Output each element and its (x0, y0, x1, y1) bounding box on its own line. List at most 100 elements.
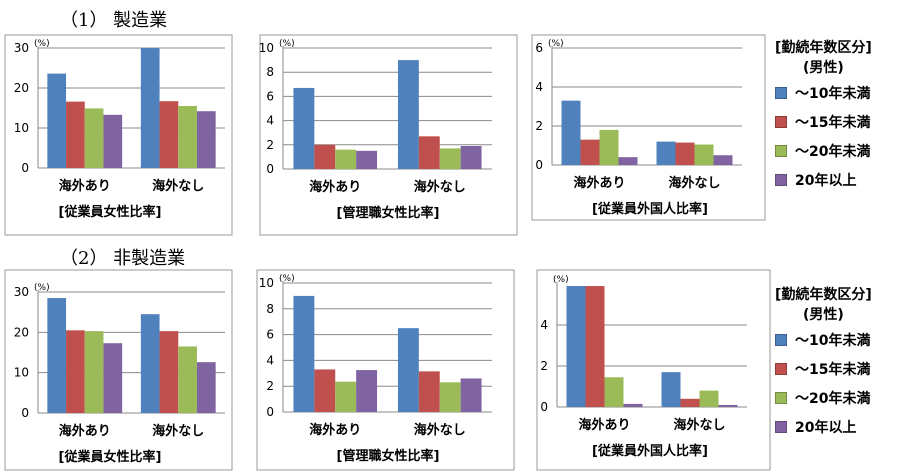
bar (103, 114, 123, 168)
bar (47, 298, 67, 413)
y-tick-label: 4 (535, 80, 543, 94)
bar (314, 144, 336, 169)
x-axis-label: [従業員外国人比率] (592, 201, 708, 217)
legend-label: ～10年未満 (795, 332, 871, 349)
legend-label: 20年以上 (795, 419, 857, 436)
bar (293, 295, 315, 412)
bar (713, 155, 733, 165)
bar (661, 372, 681, 407)
bar (604, 377, 624, 407)
legend-item: 20年以上 (775, 165, 872, 194)
y-tick-label: 0 (266, 405, 274, 419)
bar (314, 369, 336, 412)
y-tick-label: 6 (535, 41, 543, 55)
bar (599, 129, 619, 165)
bar (623, 403, 643, 407)
bar (140, 314, 160, 413)
bar (618, 157, 638, 165)
x-axis-label: [従業員女性比率] (59, 449, 162, 465)
bar (159, 101, 179, 168)
x-tick-label: 海外なし (152, 423, 204, 439)
legend-non-manufacturing: [勤続年数区分] (男性) ～10年未満 ～15年未満 ～20年未満 20年以上 (775, 285, 872, 441)
x-tick-label: 海外あり (59, 423, 111, 439)
x-tick-label: 海外あり (59, 178, 111, 194)
bar (418, 371, 440, 412)
bar (694, 144, 714, 165)
x-axis-label: [従業員外国人比率] (592, 443, 708, 459)
unit-label: (%) (279, 274, 295, 284)
y-tick-label: 0 (21, 161, 29, 175)
legend-item: 20年以上 (775, 412, 872, 441)
x-tick-label: 海外あり (578, 417, 630, 433)
bar (397, 328, 419, 412)
unit-label: (%) (34, 283, 50, 293)
bar (47, 73, 67, 168)
legend-manufacturing: [勤続年数区分] (男性) ～10年未満 ～15年未満 ～20年未満 20年以上 (775, 38, 872, 194)
legend-title-line1: [勤続年数区分] (775, 287, 872, 303)
bar (103, 343, 123, 413)
bar (84, 108, 104, 168)
legend-swatch-red (775, 362, 787, 375)
x-tick-label: 海外あり (309, 179, 361, 195)
y-tick-label: 0 (535, 158, 543, 172)
bar (293, 87, 315, 169)
bar (196, 111, 216, 168)
bar (140, 48, 160, 168)
unit-label: (%) (553, 275, 569, 285)
legend-label: 20年以上 (795, 172, 857, 189)
y-tick-label: 10 (14, 366, 29, 380)
chart-3: 0 2 4 6 (%) 海外あり 海外なし [従業員外国人比率] (531, 34, 766, 221)
bar (178, 106, 197, 168)
x-tick-label: 海外なし (673, 417, 725, 433)
legend-item: ～15年未満 (775, 354, 872, 383)
y-tick-label: 6 (266, 328, 274, 342)
x-tick-label: 海外なし (668, 175, 720, 191)
y-tick-label: 0 (21, 406, 29, 420)
legend-swatch-green (775, 144, 787, 157)
bar (356, 370, 378, 412)
chart-5: 0 2 4 6 8 10 (%) 海外あり 海外なし [管理職女性比率] (256, 269, 515, 471)
y-tick-label: 8 (266, 302, 274, 316)
legend-swatch-blue (775, 333, 787, 346)
y-tick-label: 2 (266, 379, 274, 393)
legend-item: ～15年未満 (775, 107, 872, 136)
y-tick-label: 30 (14, 285, 29, 299)
unit-label: (%) (34, 39, 50, 49)
x-axis-label: [従業員女性比率] (59, 204, 162, 220)
y-tick-label: 30 (14, 41, 29, 55)
legend-item: ～20年未満 (775, 383, 872, 412)
y-tick-label: 20 (14, 325, 29, 339)
legend-label: ～10年未満 (795, 85, 871, 102)
bar (335, 381, 357, 412)
bar (656, 141, 676, 165)
legend-label: ～15年未満 (795, 361, 871, 378)
unit-label: (%) (548, 39, 564, 49)
y-tick-label: 8 (266, 65, 274, 79)
chart-4: 0 10 20 30 (%) 海外あり 海外なし [従業員女性比率] (4, 269, 233, 471)
bar (580, 139, 600, 165)
bar (66, 330, 85, 413)
legend-item: ～10年未満 (775, 78, 872, 107)
y-tick-label: 2 (266, 138, 274, 152)
y-tick-label: 20 (14, 81, 29, 95)
legend-label: ～20年未満 (795, 390, 871, 407)
bar (561, 100, 581, 165)
bar (439, 148, 461, 169)
legend-label: ～20年未満 (795, 143, 871, 160)
legend-swatch-red (775, 115, 787, 128)
bar (460, 146, 482, 169)
bar (196, 362, 216, 413)
legend-swatch-green (775, 391, 787, 404)
bar (84, 331, 104, 413)
bar (66, 101, 85, 168)
chart-1: 0 10 20 30 (%) 海外あり 海外なし [従業員女性比率] (4, 34, 233, 236)
y-tick-label: 2 (535, 119, 543, 133)
x-tick-label: 海外あり (309, 422, 361, 438)
chart-6: 0 2 4 (%) 海外あり 海外なし [従業員外国人比率] (536, 269, 771, 471)
bar (439, 382, 461, 412)
bar (335, 149, 357, 169)
y-tick-label: 0 (266, 162, 274, 176)
y-tick-label: 10 (14, 121, 29, 135)
unit-label: (%) (279, 39, 295, 49)
